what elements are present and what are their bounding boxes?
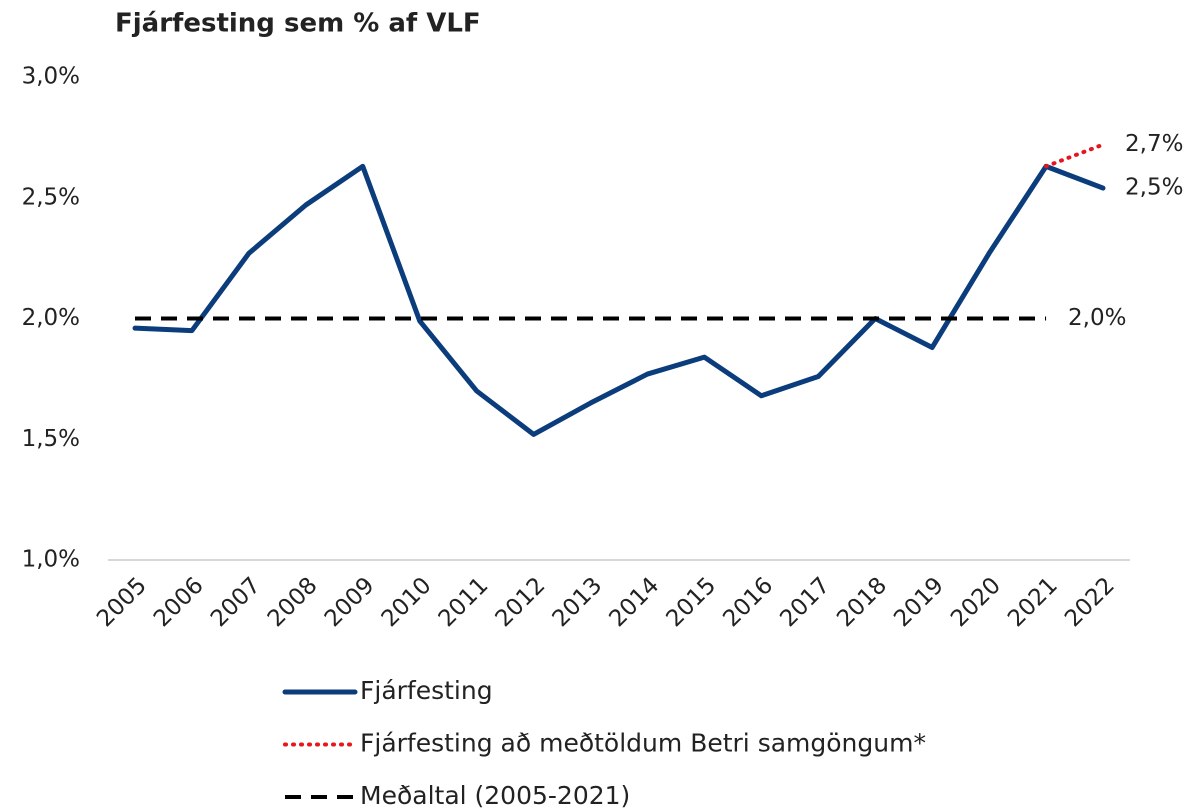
x-tick-label: 2022 — [1060, 572, 1120, 632]
legend-label: Fjárfesting að meðtöldum Betri samgöngum… — [360, 729, 926, 758]
legend-label: Meðaltal (2005-2021) — [360, 781, 630, 808]
x-tick-label: 2014 — [605, 572, 665, 632]
x-tick-label: 2011 — [434, 572, 494, 632]
y-tick-label: 3,0% — [22, 64, 80, 90]
x-tick-label: 2018 — [832, 572, 892, 632]
legend-label: Fjárfesting — [360, 676, 493, 705]
value-label: 2,0% — [1068, 305, 1126, 331]
x-tick-label: 2015 — [661, 572, 721, 632]
x-tick-label: 2017 — [775, 572, 835, 632]
series-line — [1044, 142, 1105, 169]
chart-title: Fjárfesting sem % af VLF — [115, 9, 481, 39]
x-tick-label: 2006 — [149, 572, 209, 632]
x-tick-label: 2012 — [491, 572, 551, 632]
x-tick-label: 2009 — [320, 572, 380, 632]
y-tick-label: 1,5% — [22, 426, 80, 452]
x-tick-label: 2019 — [889, 572, 949, 632]
x-tick-label: 2005 — [92, 572, 152, 632]
y-tick-label: 1,0% — [22, 547, 80, 573]
x-tick-label: 2008 — [263, 572, 323, 632]
y-tick-label: 2,5% — [22, 184, 80, 210]
value-label: 2,5% — [1125, 175, 1183, 201]
x-tick-label: 2016 — [718, 572, 778, 632]
x-tick-label: 2020 — [946, 572, 1006, 632]
y-tick-label: 2,0% — [22, 305, 80, 331]
x-tick-label: 2021 — [1003, 572, 1063, 632]
x-tick-label: 2007 — [206, 572, 266, 632]
series-line — [132, 163, 1106, 437]
x-tick-label: 2013 — [548, 572, 608, 632]
x-tick-label: 2010 — [377, 572, 437, 632]
value-label: 2,7% — [1125, 131, 1183, 157]
